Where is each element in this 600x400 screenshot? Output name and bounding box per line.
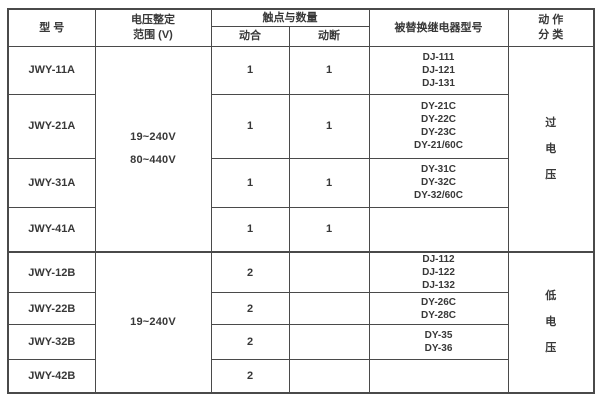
relay-models-cell <box>368 206 509 253</box>
action-class-cell-group-b: 低 电 压 <box>507 251 595 393</box>
closed-contacts-cell <box>288 292 370 325</box>
table-row: JWY-41A 1 1 <box>7 206 594 253</box>
model-cell: JWY-22B <box>7 292 96 325</box>
closed-contacts-cell <box>288 324 370 360</box>
header-row-top: 型 号 电压整定 范围 (V) 触点与数量 被替换继电器型号 动 作 分 类 <box>7 8 595 47</box>
table-row: JWY-22B 2 DY-26C DY-28C <box>7 292 594 325</box>
voltage-cell-group-a: 19~240V 80~440V <box>94 45 212 253</box>
header-model: 型 号 <box>7 8 96 47</box>
open-contacts-cell: 1 <box>210 93 290 159</box>
open-contacts-cell: 1 <box>210 45 290 95</box>
model-cell: JWY-41A <box>7 206 96 253</box>
action-class-cell-group-a: 过 电 压 <box>507 45 595 253</box>
voltage-cell-group-b: 19~240V <box>94 251 212 393</box>
model-cell: JWY-31A <box>7 157 96 208</box>
table-row: JWY-11A 19~240V 80~440V 1 1 DJ-111 DJ-12… <box>7 45 595 253</box>
closed-contacts-cell: 1 <box>288 206 370 253</box>
header-replaced-relay: 被替换继电器型号 <box>368 8 509 47</box>
model-cell: JWY-21A <box>7 93 96 159</box>
relay-models-cell <box>368 359 509 393</box>
header-action-class: 动 作 分 类 <box>507 8 595 47</box>
header-voltage-range: 电压整定 范围 (V) <box>94 8 212 47</box>
closed-contacts-cell <box>288 359 370 393</box>
relay-models-cell: DY-31C DY-32C DY-32/60C <box>368 157 509 208</box>
relay-models-cell: DY-26C DY-28C <box>368 292 509 325</box>
relay-models-cell: DY-35 DY-36 <box>368 324 509 360</box>
table-row: JWY-31A 1 1 DY-31C DY-32C DY-32/60C <box>7 157 594 208</box>
relay-models-cell: DY-21C DY-22C DY-23C DY-21/60C <box>368 93 509 159</box>
model-cell: JWY-11A <box>7 45 96 95</box>
model-cell: JWY-42B <box>7 359 96 393</box>
closed-contacts-cell <box>288 251 370 293</box>
table-row: JWY-12B 19~240V 2 DJ-112 DJ-122 DJ-132 低… <box>7 251 595 393</box>
model-cell: JWY-32B <box>7 324 96 360</box>
header-normally-closed: 动断 <box>288 25 370 47</box>
table-row: JWY-21A 1 1 DY-21C DY-22C DY-23C DY-21/6… <box>7 93 594 159</box>
open-contacts-cell: 1 <box>210 157 290 208</box>
header-normally-open: 动合 <box>210 25 290 47</box>
relay-spec-table: 型 号 电压整定 范围 (V) 触点与数量 被替换继电器型号 动 作 分 类 动… <box>7 8 595 394</box>
closed-contacts-cell: 1 <box>288 157 370 208</box>
relay-models-cell: DJ-111 DJ-121 DJ-131 <box>368 45 509 95</box>
open-contacts-cell: 2 <box>210 292 290 325</box>
open-contacts-cell: 2 <box>210 359 290 393</box>
header-contacts-group: 触点与数量 <box>210 8 370 27</box>
open-contacts-cell: 2 <box>210 251 290 293</box>
relay-spec-document: 型 号 电压整定 范围 (V) 触点与数量 被替换继电器型号 动 作 分 类 动… <box>7 8 595 394</box>
model-cell: JWY-12B <box>7 251 96 293</box>
closed-contacts-cell: 1 <box>288 93 370 159</box>
open-contacts-cell: 1 <box>210 206 290 253</box>
closed-contacts-cell: 1 <box>288 45 370 95</box>
relay-models-cell: DJ-112 DJ-122 DJ-132 <box>368 251 509 293</box>
table-row: JWY-32B 2 DY-35 DY-36 <box>7 324 594 360</box>
table-row: JWY-42B 2 <box>7 359 594 393</box>
open-contacts-cell: 2 <box>210 324 290 360</box>
